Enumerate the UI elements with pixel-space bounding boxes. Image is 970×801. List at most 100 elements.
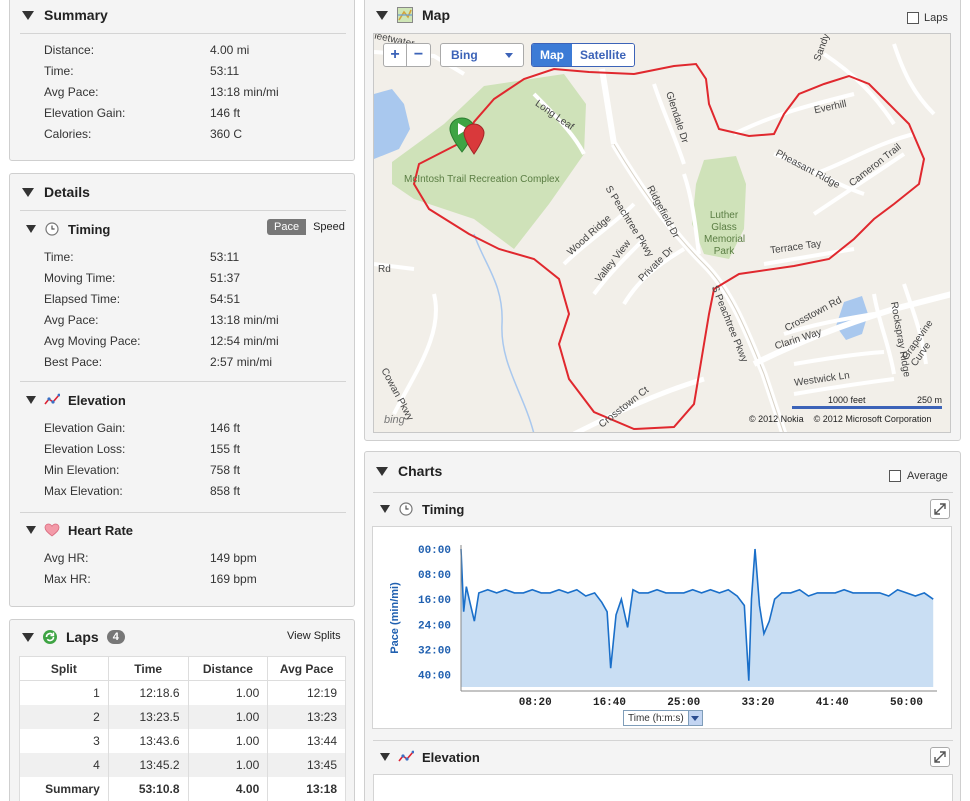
stat-label: Best Pace:: [44, 355, 103, 369]
charts-header[interactable]: Charts: [376, 463, 442, 479]
map-header[interactable]: Map: [376, 7, 450, 23]
stat-row: Avg Moving Pace: 12:54 min/mi: [44, 334, 344, 348]
map-label-road: Rd: [378, 264, 391, 275]
map-provider-value: Bing: [451, 48, 478, 62]
x-axis-select-value: Time (h:m:s): [628, 712, 684, 724]
pace-series-line: [460, 548, 934, 681]
timing-chart-title: Timing: [422, 501, 465, 517]
summary-cell: 4.00: [187, 776, 269, 801]
divider: [373, 740, 953, 741]
stat-label: Distance:: [44, 43, 95, 57]
timing-chart-header[interactable]: Timing: [380, 501, 464, 517]
stat-row: Time: 53:11: [44, 250, 344, 264]
column-header-time[interactable]: Time: [107, 656, 189, 681]
timing-chart-svg[interactable]: 00:00 08:00 16:00 24:00 32:00 40:00 08:20 16:40…: [373, 527, 953, 730]
table-row: 3 13:43.6 1.00 13:44: [19, 728, 346, 753]
stat-label: Max HR:: [44, 572, 91, 586]
average-checkbox-group: Average: [889, 470, 948, 482]
map-title: Map: [422, 7, 450, 23]
heart-icon: [44, 522, 60, 538]
x-tick-label: 16:40: [593, 697, 626, 709]
divider: [20, 381, 346, 382]
column-header-distance[interactable]: Distance: [187, 656, 269, 681]
stat-label: Elevation Gain:: [44, 106, 126, 120]
table-cell: 13:45.2: [107, 752, 189, 777]
collapse-triangle-icon: [26, 526, 36, 534]
bing-logo: bing: [384, 414, 405, 426]
table-cell: 12:19: [267, 680, 346, 705]
map-provider-select[interactable]: Bing: [440, 43, 524, 67]
pace-toggle-button[interactable]: Pace: [267, 219, 307, 235]
stat-label: Elevation Gain:: [44, 421, 126, 435]
table-cell: 13:23.5: [107, 704, 189, 729]
summary-header[interactable]: Summary: [22, 7, 108, 23]
map-label-luther-park: Luther Glass Memorial Park: [704, 210, 746, 257]
finish-marker-icon: [463, 123, 485, 155]
details-header[interactable]: Details: [22, 184, 90, 200]
clock-icon: [44, 221, 60, 237]
expand-timing-chart-button[interactable]: [930, 499, 950, 519]
route-map[interactable]: McIntosh Trail Recreation Complex Luther…: [373, 33, 951, 433]
timing-chart-area: 00:00 08:00 16:00 24:00 32:00 40:00 08:20 16:40…: [372, 526, 952, 729]
speed-toggle-button[interactable]: Speed: [313, 221, 345, 233]
x-tick-label: 50:00: [890, 697, 923, 709]
elevation-chart-area: [373, 774, 953, 801]
stat-row: Time: 53:11: [44, 64, 344, 78]
details-panel: Details Timing Pace Speed Elevation Hear…: [9, 173, 355, 607]
heart-rate-section-header[interactable]: Heart Rate: [26, 522, 133, 538]
stat-value: 858 ft: [210, 484, 241, 498]
map-type-satellite-button[interactable]: Satellite: [572, 44, 635, 66]
stat-label: Avg Pace:: [44, 313, 99, 327]
x-axis-select[interactable]: Time (h:m:s): [623, 710, 703, 726]
average-checkbox-label: Average: [907, 470, 948, 482]
laps-checkbox-label: Laps: [924, 12, 948, 24]
zoom-out-button[interactable]: −: [407, 43, 431, 67]
table-cell: 13:43.6: [107, 728, 189, 753]
y-tick-label: 32:00: [418, 645, 451, 657]
summary-cell: Summary: [19, 776, 109, 801]
elevation-chart-title: Elevation: [422, 749, 480, 765]
dropdown-arrow-icon: [505, 52, 513, 58]
laps-table: Split Time Distance Avg Pace 1 12:18.6 1.0…: [19, 656, 346, 801]
collapse-triangle-icon: [22, 10, 34, 20]
column-header-avg-pace[interactable]: Avg Pace: [267, 656, 346, 681]
elevation-chart-header[interactable]: Elevation: [380, 749, 480, 765]
stat-label: Min Elevation:: [44, 463, 120, 477]
table-row: 1 12:18.6 1.00 12:19: [19, 680, 346, 705]
summary-cell: 13:18: [267, 776, 346, 801]
map-canvas[interactable]: [374, 34, 951, 433]
zoom-in-button[interactable]: +: [383, 43, 407, 67]
timing-section-header[interactable]: Timing: [26, 221, 110, 237]
map-type-map-button[interactable]: Map: [532, 44, 572, 66]
stat-label: Time:: [44, 64, 74, 78]
laps-header[interactable]: Laps 4: [22, 629, 125, 645]
expand-icon: [934, 751, 946, 763]
elevation-section-header[interactable]: Elevation: [26, 392, 126, 408]
pace-speed-toggle: Pace Speed: [267, 219, 352, 235]
map-copyright: © 2012 Nokia © 2012 Microsoft Corporatio…: [749, 414, 932, 424]
view-splits-link[interactable]: View Splits: [287, 630, 341, 642]
table-cell: 13:45: [267, 752, 346, 777]
table-cell: 1.00: [187, 680, 269, 705]
stat-row: Avg Pace: 13:18 min/mi: [44, 85, 344, 99]
table-cell: 1: [19, 680, 109, 705]
stat-value: 360 C: [210, 127, 243, 141]
stat-label: Elevation Loss:: [44, 442, 126, 456]
column-header-split[interactable]: Split: [19, 656, 109, 681]
collapse-triangle-icon: [22, 187, 34, 197]
summary-row: Summary 53:10.8 4.00 13:18: [19, 776, 346, 801]
average-checkbox[interactable]: [889, 470, 901, 482]
laps-title: Laps: [66, 629, 99, 645]
elevation-chart-icon: [44, 392, 60, 408]
table-cell: 2: [19, 704, 109, 729]
stat-value: 53:11: [210, 250, 240, 264]
stat-value: 53:11: [210, 64, 240, 78]
table-cell: 4: [19, 752, 109, 777]
map-zoom-controls: + −: [383, 43, 431, 67]
laps-table-header: Split Time Distance Avg Pace: [19, 656, 346, 681]
details-title: Details: [44, 184, 90, 200]
table-cell: 1.00: [187, 704, 269, 729]
expand-elevation-chart-button[interactable]: [930, 747, 950, 767]
laps-checkbox[interactable]: [907, 12, 919, 24]
laps-refresh-icon: [42, 629, 58, 645]
